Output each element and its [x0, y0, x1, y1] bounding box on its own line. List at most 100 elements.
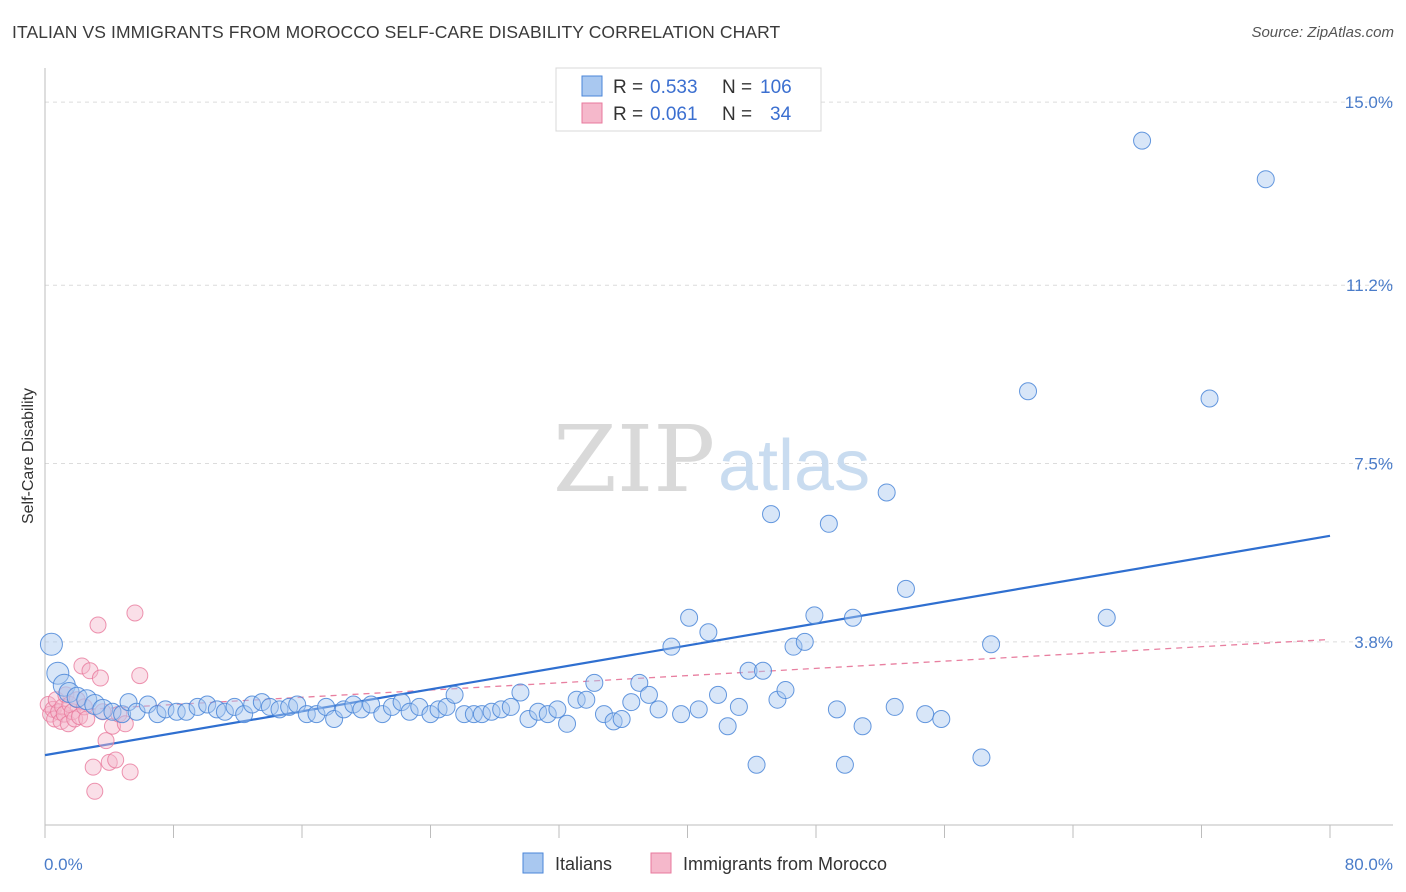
- data-point-italians: [297, 705, 316, 724]
- data-point-italians: [177, 702, 196, 721]
- grid-lines: [45, 101, 1393, 643]
- data-point-italians: [138, 695, 157, 714]
- data-point-italians: [630, 673, 649, 692]
- data-point-italians: [410, 697, 429, 716]
- data-point-italians: [835, 755, 854, 774]
- data-point-italians: [762, 505, 781, 524]
- legend-swatch-morocco: [581, 102, 603, 124]
- data-point-italians: [39, 632, 63, 656]
- data-point-morocco: [107, 751, 125, 769]
- legend-swatch-italians: [581, 75, 603, 97]
- data-point-italians: [649, 700, 668, 719]
- data-point-italians: [352, 700, 371, 719]
- data-point-morocco: [89, 616, 107, 634]
- data-point-italians: [225, 697, 244, 716]
- data-point-morocco: [97, 732, 115, 750]
- data-point-italians: [1200, 389, 1219, 408]
- data-point-morocco: [86, 782, 104, 800]
- data-point-morocco: [91, 669, 109, 687]
- y-tick-label: 11.2%: [1346, 276, 1393, 295]
- data-point-italians: [819, 514, 838, 533]
- data-point-italians: [511, 683, 530, 702]
- data-point-italians: [639, 685, 658, 704]
- trend-lines: [44, 534, 1331, 757]
- data-point-italians: [501, 697, 520, 716]
- data-point-italians: [885, 697, 904, 716]
- data-point-italians: [1019, 382, 1038, 401]
- data-point-morocco: [126, 604, 144, 622]
- legend-r-label-morocco: R =: [613, 104, 643, 125]
- series-italians-points: [39, 131, 1275, 774]
- legend-r-value-italians: 0.533: [650, 77, 698, 98]
- data-point-italians: [1133, 131, 1152, 150]
- data-point-italians: [680, 608, 699, 627]
- watermark-zip: ZIP: [553, 406, 715, 513]
- data-point-italians: [843, 608, 862, 627]
- y-tick-label: 15.0%: [1345, 93, 1393, 112]
- data-point-italians: [548, 700, 567, 719]
- legend-r-label-italians: R =: [613, 77, 643, 98]
- data-point-italians: [307, 705, 326, 724]
- data-point-italians: [334, 700, 353, 719]
- data-point-italians: [709, 685, 728, 704]
- data-point-italians: [739, 661, 758, 680]
- data-point-italians: [538, 705, 557, 724]
- data-point-italians: [519, 709, 538, 728]
- data-point-italians: [215, 702, 234, 721]
- data-point-italians: [877, 483, 896, 502]
- x-tick-label-min: 0.0%: [44, 855, 83, 874]
- axes: [44, 68, 1393, 826]
- data-point-morocco: [100, 753, 118, 771]
- data-point-italians: [672, 705, 691, 724]
- data-point-morocco: [121, 763, 139, 781]
- data-point-italians: [373, 705, 392, 724]
- data-point-italians: [805, 606, 824, 625]
- data-point-morocco: [84, 758, 102, 776]
- data-point-italians: [558, 714, 577, 733]
- trend-line-italians: [44, 534, 1331, 757]
- data-point-italians: [1097, 608, 1116, 627]
- data-point-italians: [127, 702, 146, 721]
- y-tick-label: 7.5%: [1354, 455, 1393, 474]
- legend-bottom-label-italians: Italians: [555, 854, 612, 874]
- data-point-italians: [577, 690, 596, 709]
- x-tick-label-max: 80.0%: [1345, 855, 1393, 874]
- data-point-italians: [916, 705, 935, 724]
- data-point-italians: [382, 697, 401, 716]
- data-point-italians: [972, 748, 991, 767]
- data-point-italians: [795, 632, 814, 651]
- data-point-italians: [567, 690, 586, 709]
- data-point-morocco: [73, 657, 91, 675]
- data-point-italians: [982, 635, 1001, 654]
- data-point-italians: [1256, 170, 1275, 189]
- data-point-italians: [853, 717, 872, 736]
- data-point-italians: [288, 695, 307, 714]
- data-point-italians: [156, 700, 175, 719]
- data-point-italians: [46, 661, 70, 685]
- data-point-italians: [932, 709, 951, 728]
- chart-title: ITALIAN VS IMMIGRANTS FROM MOROCCO SELF-…: [12, 22, 781, 42]
- legend-top: R = 0.533 N = 106 R = 0.061 N = 34: [555, 67, 822, 132]
- data-point-morocco: [66, 710, 84, 728]
- data-point-italians: [699, 623, 718, 642]
- chart-source: Source: ZipAtlas.com: [1251, 24, 1394, 41]
- data-point-italians: [445, 685, 464, 704]
- data-point-italians: [662, 637, 681, 656]
- y-tick-label: 3.8%: [1354, 633, 1393, 652]
- data-point-italians: [729, 697, 748, 716]
- data-point-italians: [594, 705, 613, 724]
- data-point-morocco: [116, 715, 134, 733]
- legend-bottom-label-morocco: Immigrants from Morocco: [683, 854, 887, 874]
- data-point-italians: [784, 637, 803, 656]
- data-point-italians: [689, 700, 708, 719]
- data-point-italians: [198, 695, 217, 714]
- data-point-italians: [167, 702, 186, 721]
- data-point-italians: [455, 705, 474, 724]
- legend-bottom-swatch-italians: [522, 852, 544, 874]
- data-point-italians: [747, 755, 766, 774]
- data-point-italians: [612, 709, 631, 728]
- legend-bottom-swatch-morocco: [650, 852, 672, 874]
- data-point-italians: [400, 702, 419, 721]
- data-point-italians: [827, 700, 846, 719]
